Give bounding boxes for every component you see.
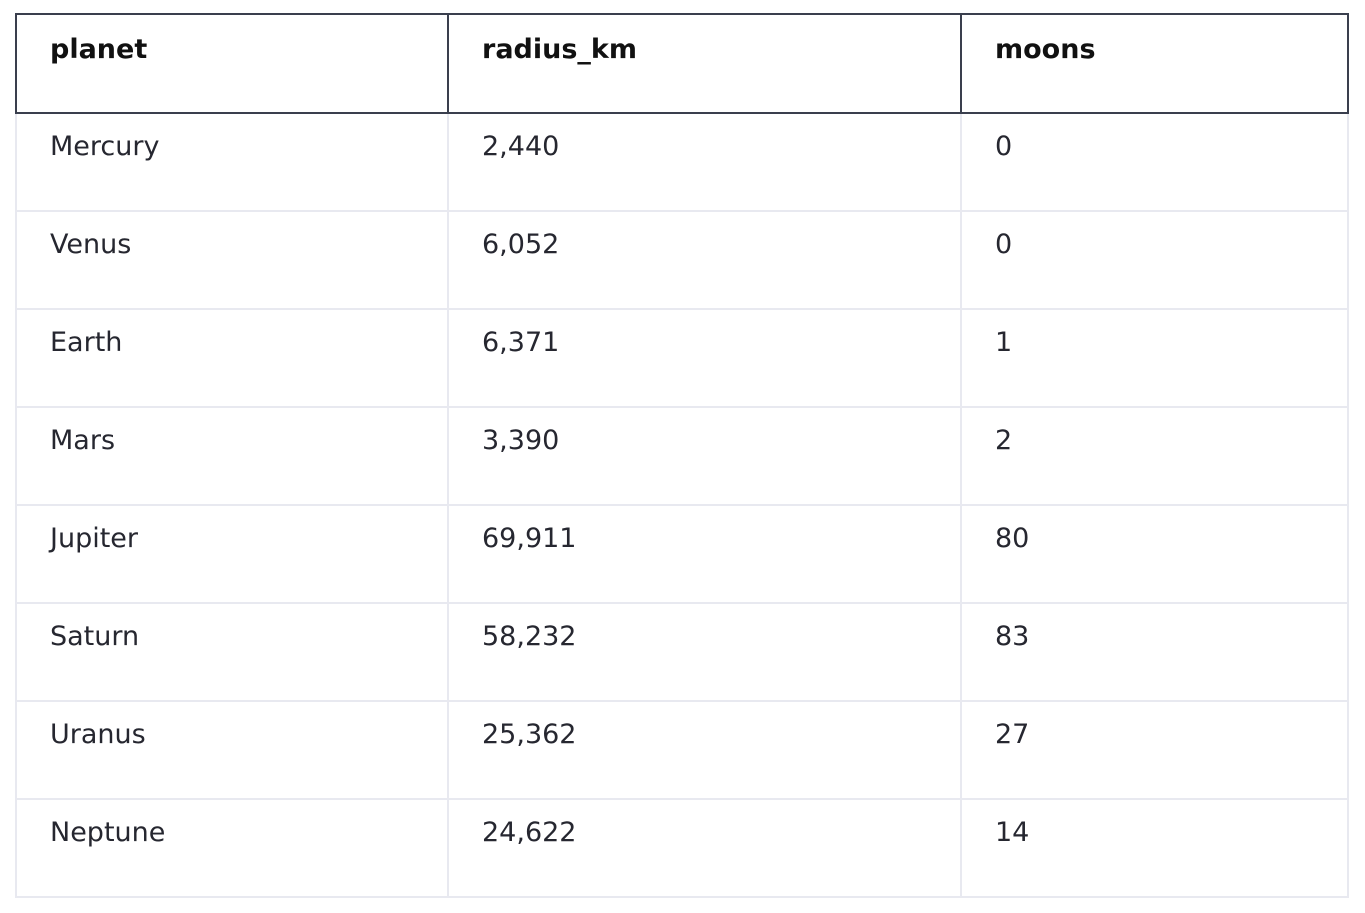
cell-planet[interactable]: Mars <box>15 406 449 506</box>
cell-planet[interactable]: Neptune <box>15 798 449 898</box>
table-body: Mercury 2,440 0 Venus 6,052 0 Earth 6,371 1 Mars 3… <box>15 113 1349 898</box>
table-row: Jupiter 69,911 80 <box>15 504 1349 604</box>
data-table-container: planet radius_km moons Mercury 2,440 0 Venu… <box>15 13 1349 898</box>
cell-moons[interactable]: 1 <box>960 308 1349 408</box>
cell-radius-km[interactable]: 58,232 <box>447 602 962 702</box>
cell-moons[interactable]: 0 <box>960 113 1349 212</box>
cell-planet[interactable]: Saturn <box>15 602 449 702</box>
cell-radius-km[interactable]: 6,052 <box>447 210 962 310</box>
cell-planet[interactable]: Venus <box>15 210 449 310</box>
cell-radius-km[interactable]: 3,390 <box>447 406 962 506</box>
cell-planet[interactable]: Earth <box>15 308 449 408</box>
column-header-radius-km[interactable]: radius_km <box>447 13 962 114</box>
cell-moons[interactable]: 27 <box>960 700 1349 800</box>
cell-planet[interactable]: Jupiter <box>15 504 449 604</box>
cell-planet[interactable]: Uranus <box>15 700 449 800</box>
column-header-planet[interactable]: planet <box>15 13 449 114</box>
table-row: Earth 6,371 1 <box>15 308 1349 408</box>
header-row: planet radius_km moons <box>15 13 1349 114</box>
cell-radius-km[interactable]: 24,622 <box>447 798 962 898</box>
table-row: Uranus 25,362 27 <box>15 700 1349 800</box>
cell-moons[interactable]: 83 <box>960 602 1349 702</box>
cell-moons[interactable]: 80 <box>960 504 1349 604</box>
cell-planet[interactable]: Mercury <box>15 113 449 212</box>
cell-radius-km[interactable]: 2,440 <box>447 113 962 212</box>
cell-moons[interactable]: 0 <box>960 210 1349 310</box>
table-row: Mars 3,390 2 <box>15 406 1349 506</box>
table-row: Mercury 2,440 0 <box>15 113 1349 212</box>
table-row: Neptune 24,622 14 <box>15 798 1349 898</box>
table-row: Venus 6,052 0 <box>15 210 1349 310</box>
column-header-moons[interactable]: moons <box>960 13 1349 114</box>
cell-radius-km[interactable]: 6,371 <box>447 308 962 408</box>
table-row: Saturn 58,232 83 <box>15 602 1349 702</box>
planets-table: planet radius_km moons Mercury 2,440 0 Venu… <box>15 13 1349 898</box>
cell-radius-km[interactable]: 25,362 <box>447 700 962 800</box>
cell-moons[interactable]: 14 <box>960 798 1349 898</box>
cell-radius-km[interactable]: 69,911 <box>447 504 962 604</box>
table-header: planet radius_km moons <box>15 13 1349 114</box>
cell-moons[interactable]: 2 <box>960 406 1349 506</box>
